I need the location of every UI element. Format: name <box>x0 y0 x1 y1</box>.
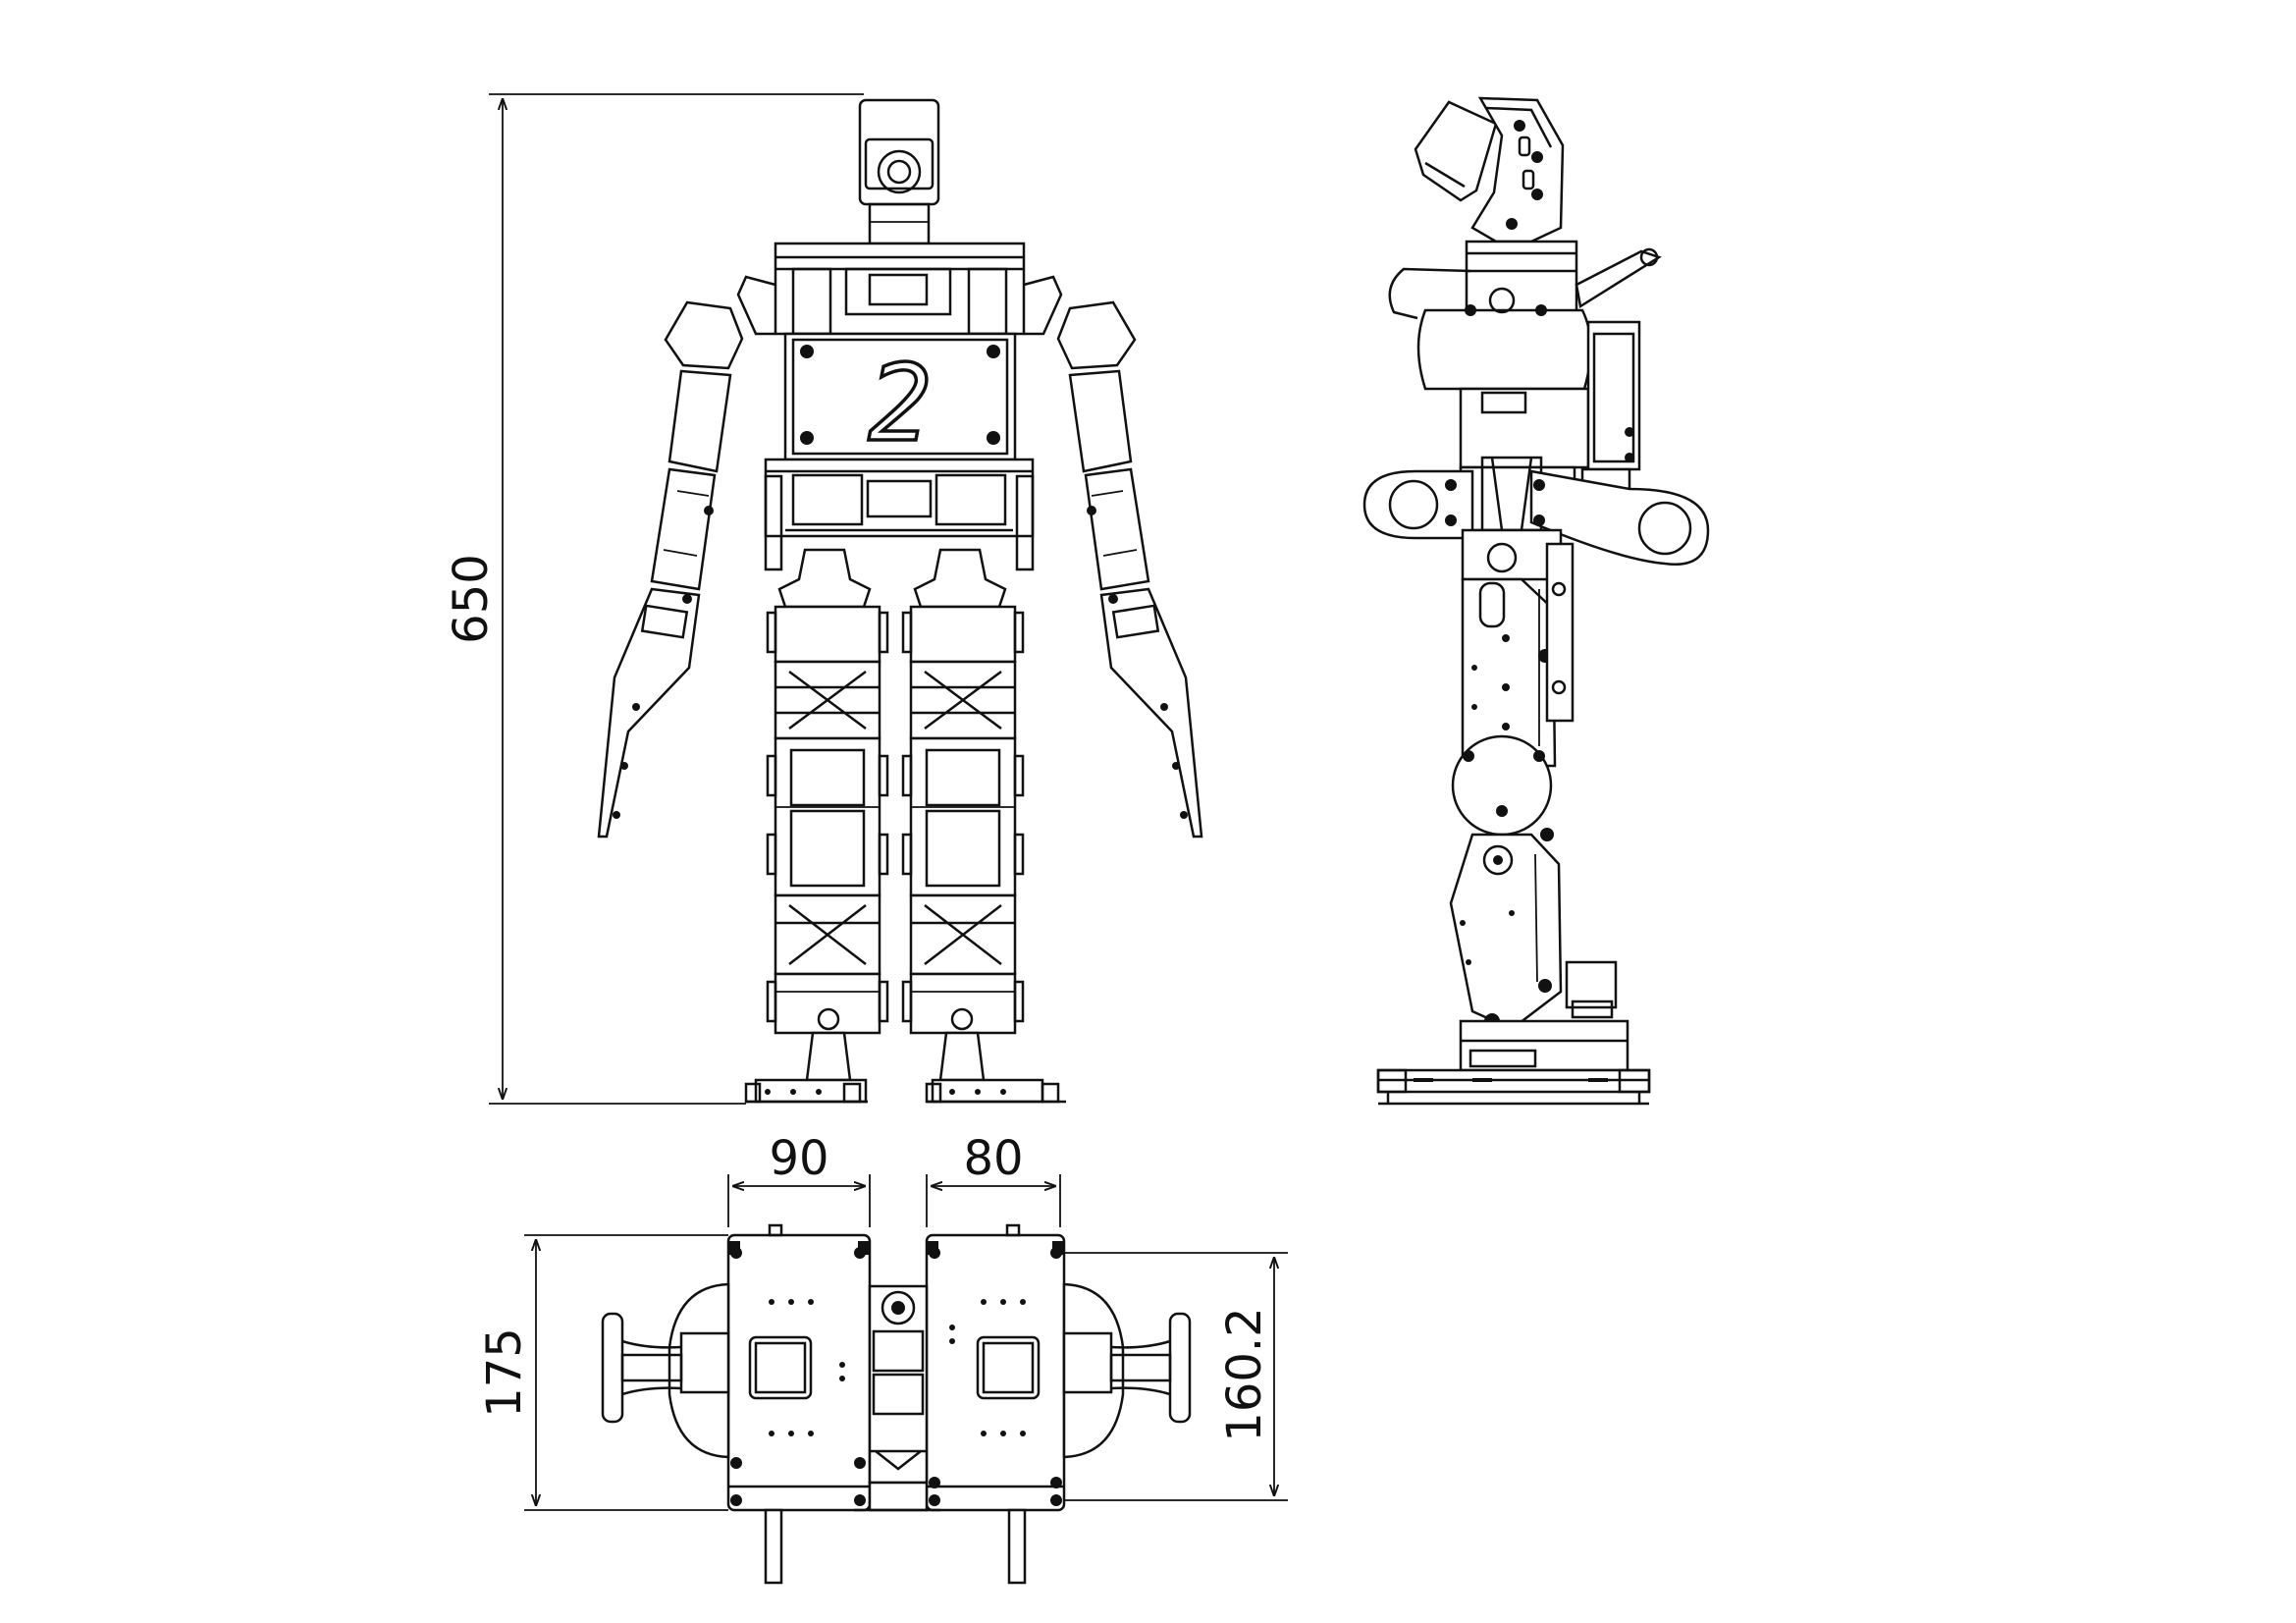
legs-top <box>764 1508 1027 1585</box>
upper-torso <box>736 242 1063 336</box>
arms-side <box>1362 469 1710 567</box>
width-dimension-80: 80 <box>926 1131 1061 1227</box>
width-dimension-90: 90 <box>727 1131 871 1227</box>
front-view: 2 <box>597 98 1203 1104</box>
right-foot-top <box>925 1223 1066 1512</box>
left-arm-front <box>597 300 744 839</box>
chest-number: 2 <box>868 343 932 465</box>
top-view <box>601 1223 1192 1585</box>
head-front <box>858 98 940 245</box>
hip-block <box>764 458 1035 571</box>
height-dimension: 650 <box>444 93 864 1105</box>
length-dimension-160: 160.2 <box>1064 1252 1288 1501</box>
foot-length-left-label: 175 <box>477 1327 532 1418</box>
chest-plate: 2 <box>783 332 1017 467</box>
foot-side <box>1376 1019 1651 1106</box>
left-leg-front <box>744 548 889 1104</box>
left-foot-top <box>726 1223 872 1512</box>
center-body-top <box>854 1284 940 1512</box>
shin-side <box>1449 828 1618 1031</box>
right-arm-front <box>1056 300 1203 839</box>
side-view <box>1362 96 1710 1106</box>
foot-length-right-label: 160.2 <box>1217 1307 1272 1441</box>
left-foot-width-label: 90 <box>769 1131 828 1186</box>
height-label: 650 <box>444 554 499 644</box>
head-side <box>1414 96 1565 243</box>
arms-top <box>601 1282 1192 1459</box>
thigh-side <box>1451 528 1575 837</box>
right-foot-width-label: 80 <box>963 1131 1023 1186</box>
length-dimension-175: 175 <box>477 1234 728 1511</box>
right-leg-front <box>901 548 1066 1104</box>
